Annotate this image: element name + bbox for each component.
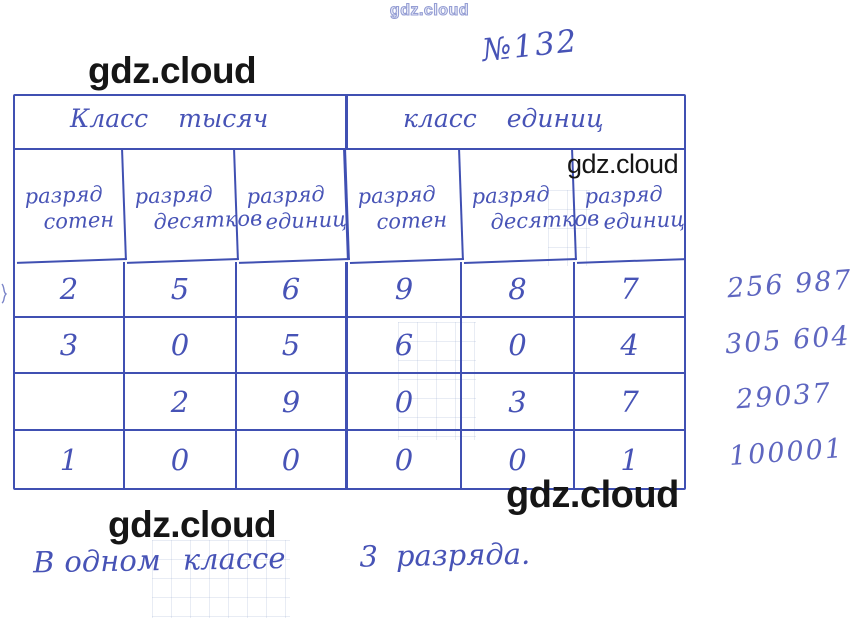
answer-value: 29037: [735, 377, 833, 416]
column-header-line: десятков: [153, 206, 263, 234]
column-header-line: разряд: [246, 181, 326, 209]
table-cell: 7: [575, 374, 685, 431]
note-word: 3: [359, 539, 379, 574]
column-header-hundreds: разряд сотен: [346, 148, 464, 264]
table-cell: 0: [125, 318, 237, 374]
exercise-number: №132: [480, 23, 581, 69]
table-cell: 3: [15, 318, 125, 374]
table-cell: 0: [348, 431, 462, 488]
note-word: В: [32, 544, 55, 580]
table-cell: 1: [620, 442, 639, 477]
table-cell: 5: [237, 318, 348, 374]
table-cell: 6: [237, 262, 348, 318]
watermark-heading-left: gdz.cloud: [88, 50, 257, 91]
class-header-word: единиц: [506, 104, 604, 133]
answer-value: 305 604: [724, 320, 852, 361]
stray-ink-mark: [1, 283, 8, 304]
column-header-line: разряд: [584, 181, 664, 209]
column-header-line: десятков: [490, 206, 600, 234]
table-cell: 7: [575, 262, 685, 318]
table-cell: [15, 374, 125, 431]
class-header-word: Класс: [70, 104, 149, 133]
column-header-line: сотен: [376, 207, 448, 234]
note-word: одном: [64, 543, 162, 579]
column-header-line: разряд: [357, 181, 437, 209]
column-header-tens: разряд десятков: [460, 148, 600, 264]
watermark-top: gdz.cloud: [389, 1, 470, 19]
table-cell: 1: [15, 431, 125, 488]
table-cell: 0: [462, 431, 575, 488]
class-header-word: класс: [403, 104, 477, 133]
table-cell: 0: [237, 431, 348, 488]
watermark-mid-right: gdz.cloud: [567, 149, 679, 179]
watermark-bottom-right: gdz.cloud: [506, 474, 679, 516]
table-cell: 9: [237, 374, 348, 431]
column-header-units-thousands: разряд единиц: [235, 148, 350, 264]
table-cell: 4: [575, 318, 685, 374]
column-header-tens-thousands: разряд десятков: [123, 148, 263, 264]
class-header-word: тысяч: [178, 104, 269, 133]
table-cell: 9: [348, 262, 462, 318]
table-cell: 3: [462, 374, 575, 431]
column-header-line: сотен: [43, 207, 115, 234]
column-header-line: разряд: [471, 181, 551, 209]
column-header-hundreds-thousands: разряд сотен: [13, 148, 127, 264]
column-header-line: единиц: [603, 207, 686, 234]
note-word: классе: [182, 540, 286, 577]
place-value-table: Класс тысяч класс единиц разряд сотен разр…: [13, 94, 687, 490]
table-cell: 5: [125, 262, 237, 318]
column-header-line: разряд: [24, 181, 104, 209]
table-cell: 0: [125, 431, 237, 488]
class-header-thousands: Класс тысяч: [15, 96, 348, 150]
column-header-line: разряд: [134, 181, 214, 209]
answer-value: 100001: [728, 433, 846, 472]
table-cell: 0: [348, 374, 462, 431]
table-cell: 6: [348, 318, 462, 374]
answer-value: 256 987: [726, 264, 854, 305]
note-word: разряда.: [395, 536, 531, 574]
column-header-line: единиц: [265, 207, 348, 234]
watermark-bottom-left: gdz.cloud: [108, 504, 277, 545]
class-header-units: класс единиц: [348, 96, 685, 150]
table-cell: 0: [462, 318, 575, 374]
table-cell: 8: [462, 262, 575, 318]
table-cell: 2: [125, 374, 237, 431]
table-cell: 2: [15, 262, 125, 318]
